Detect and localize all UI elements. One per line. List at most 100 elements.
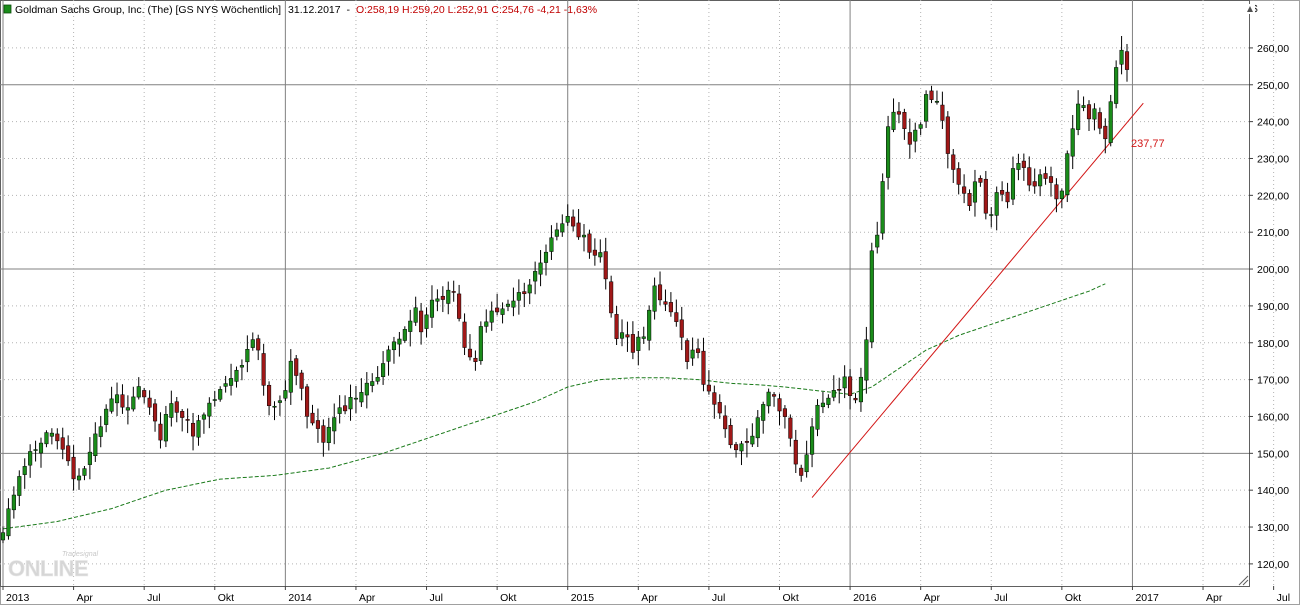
candle-down <box>451 291 456 293</box>
candle-up <box>218 389 223 400</box>
candle-up <box>6 508 11 537</box>
candle-down <box>267 384 272 406</box>
candle-up <box>489 310 494 323</box>
y-tick-label: 230,00 <box>1257 153 1289 165</box>
candle-down <box>848 376 853 396</box>
candle-up <box>934 100 940 103</box>
candle-up <box>598 252 603 258</box>
candle-up <box>28 451 33 466</box>
ohlc-readout: O:258,19 H:259,20 L:252,91 C:254,76 -4,2… <box>356 4 597 16</box>
candle-down <box>1043 173 1048 179</box>
candle-down <box>967 193 972 207</box>
candle-up <box>239 365 244 368</box>
y-tick-label: 190,00 <box>1257 301 1289 313</box>
candle-up <box>370 381 375 386</box>
candle-down <box>712 392 717 405</box>
candle-down <box>1124 51 1130 70</box>
candle-down <box>299 372 304 389</box>
x-tick-label: Jul <box>994 592 1007 604</box>
candle-down <box>625 334 630 338</box>
candle-up <box>0 532 6 541</box>
candle-up <box>386 349 391 362</box>
candle-up <box>516 292 521 301</box>
candle-down <box>174 401 179 413</box>
candle-up <box>886 126 891 178</box>
y-tick-label: 130,00 <box>1257 522 1289 534</box>
candle-down <box>951 154 956 170</box>
candle-down <box>907 132 912 145</box>
candle-down <box>158 423 163 441</box>
candle-up <box>207 402 212 417</box>
candle-up <box>446 289 451 304</box>
candle-up <box>277 400 282 403</box>
candle-down <box>614 314 619 339</box>
x-tick-label: Apr <box>359 592 376 604</box>
scroll-up-icon[interactable] <box>1245 4 1255 14</box>
candle-down <box>630 334 635 353</box>
candle-down <box>837 389 842 391</box>
candle-down <box>902 112 907 129</box>
candle-down <box>679 319 684 338</box>
ma-line <box>2 283 1106 530</box>
candle-down <box>467 348 473 358</box>
candle-up <box>169 403 174 418</box>
candle-up <box>353 397 358 400</box>
candle-down <box>929 90 934 100</box>
candle-up <box>163 414 168 442</box>
candle-down <box>321 425 326 443</box>
symbol-marker-icon <box>3 4 12 14</box>
plot-area <box>0 0 1250 587</box>
x-tick-label: Apr <box>77 592 94 604</box>
candle-down <box>576 222 581 238</box>
candle-down <box>419 310 424 333</box>
candle-down <box>799 467 804 476</box>
candle-down <box>256 338 261 351</box>
candle-up <box>549 237 554 252</box>
candle-up <box>652 285 657 312</box>
candle-down <box>717 402 722 414</box>
candle-up <box>875 234 880 248</box>
candle-up <box>989 214 994 216</box>
candle-down <box>495 307 500 313</box>
candle-down <box>723 415 728 430</box>
candle-up <box>381 363 386 377</box>
candle-down <box>462 321 467 348</box>
y-tick-label: 150,00 <box>1257 448 1289 460</box>
candle-down <box>457 293 462 319</box>
y-axis: 120,00 130,00 140,00 150,00 160,00 170,00 180,… <box>1249 43 1289 571</box>
candle-up <box>1059 190 1064 200</box>
candle-down <box>180 411 185 418</box>
candle-down <box>701 350 706 385</box>
candle-up <box>994 192 999 216</box>
candle-up <box>826 397 831 405</box>
candle-up <box>1092 108 1097 120</box>
moving-average <box>2 283 1106 530</box>
candle-up <box>636 336 641 351</box>
candle-up <box>478 326 483 362</box>
candle-up <box>1016 163 1021 170</box>
candle-up <box>527 284 532 294</box>
candle-up <box>33 449 38 451</box>
x-tick-label: Apr <box>924 592 941 604</box>
candle-down <box>734 444 739 451</box>
candle-down <box>55 433 60 442</box>
candle-down <box>772 394 777 397</box>
candle-up <box>619 332 625 339</box>
chart-title: Goldman Sachs Group, Inc. (The) [GS NYS … <box>15 4 281 16</box>
x-tick-label: Okt <box>500 592 516 604</box>
candle-up <box>109 398 114 412</box>
candle-up <box>1114 67 1119 104</box>
candle-up <box>755 417 760 439</box>
candle-up <box>554 229 559 237</box>
trendline-value-label: 237,77 <box>1131 138 1165 150</box>
candle-down <box>587 233 592 253</box>
candle-up <box>424 314 429 329</box>
candle-up <box>739 443 744 452</box>
candle-up <box>114 394 120 404</box>
candle-up <box>804 454 809 473</box>
candle-up <box>858 376 863 403</box>
candle-down <box>793 439 798 465</box>
resize-corner-icon[interactable] <box>1238 575 1249 586</box>
candle-up <box>82 468 87 476</box>
